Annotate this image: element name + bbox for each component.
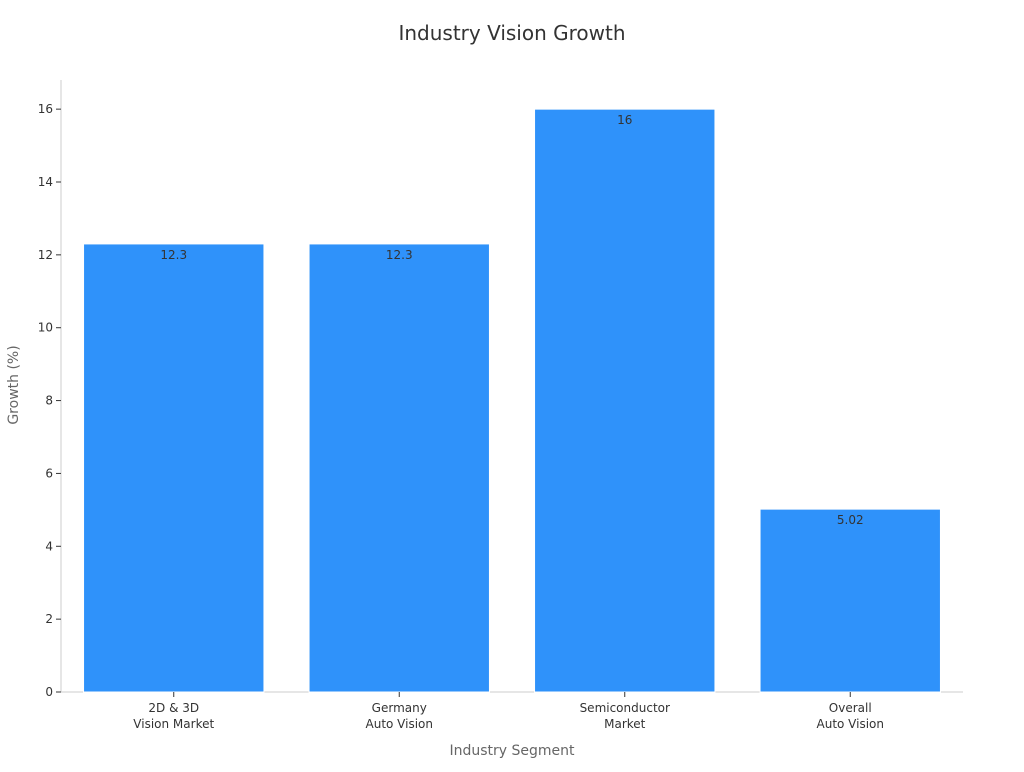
x-tick-label: 2D & 3D Vision Market: [133, 701, 214, 731]
y-tick-label: 12: [38, 248, 53, 262]
bar: [534, 108, 716, 693]
bar-value-label: 5.02: [837, 513, 864, 527]
y-tick-label: 2: [45, 612, 53, 626]
x-tick-label: Semiconductor Market: [580, 701, 670, 731]
x-tick-label-line: Overall: [829, 701, 872, 715]
x-tick-label-line: Semiconductor: [580, 701, 670, 715]
y-tick-label: 16: [38, 102, 53, 116]
x-tick-label: Germany Auto Vision: [366, 701, 434, 731]
x-axis-title: Industry Segment: [449, 743, 575, 759]
x-tick-label-line: 2D & 3D: [148, 701, 199, 715]
bar: [759, 508, 941, 693]
chart-title: Industry Vision Growth: [398, 21, 625, 45]
x-tick-label-line: Market: [604, 717, 646, 731]
y-tick-label: 6: [45, 466, 53, 480]
y-tick-label: 4: [45, 539, 53, 553]
bar-value-label: 16: [617, 113, 632, 127]
plot-area: 0 2 4 6 8 10 12 14 16 12.3 2D & 3D Vision Market 12.…: [38, 80, 963, 731]
x-tick-label-line: Auto Vision: [817, 717, 885, 731]
bar-value-label: 12.3: [386, 248, 413, 262]
y-tick-label: 0: [45, 685, 53, 699]
x-tick-label: Overall Auto Vision: [817, 701, 885, 731]
bar: [83, 243, 265, 693]
x-tick-label-line: Auto Vision: [366, 717, 434, 731]
x-tick-label-line: Germany: [372, 701, 427, 715]
bar: [308, 243, 490, 693]
bar-value-label: 12.3: [160, 248, 187, 262]
y-tick-label: 10: [38, 321, 53, 335]
x-tick-label-line: Vision Market: [133, 717, 214, 731]
y-axis-title: Growth (%): [6, 345, 22, 424]
y-tick-label: 8: [45, 394, 53, 408]
y-tick-label: 14: [38, 175, 53, 189]
